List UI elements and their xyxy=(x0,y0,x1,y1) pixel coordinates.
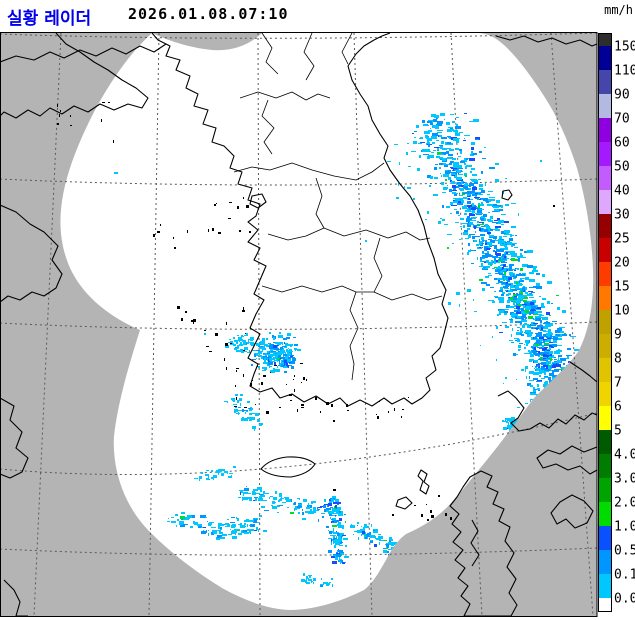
colorbar-segment xyxy=(598,598,612,612)
colorbar-segment xyxy=(598,310,612,334)
colorbar-segment xyxy=(598,286,612,310)
colorbar-tick-label: 110 xyxy=(614,64,635,79)
colorbar-tick-label: 90 xyxy=(614,88,630,103)
colorbar-segment xyxy=(598,166,612,190)
colorbar-segment xyxy=(598,574,612,598)
colorbar-segment xyxy=(598,550,612,574)
colorbar-segment xyxy=(598,142,612,166)
colorbar-tick-label: 6 xyxy=(614,400,622,415)
colorbar-tick-label: 9 xyxy=(614,328,622,343)
colorbar-tick-label: 15 xyxy=(614,280,630,295)
colorbar-tick-label: 150 xyxy=(614,40,635,55)
colorbar-tick-label: 4.0 xyxy=(614,448,635,463)
colorbar-segment xyxy=(598,454,612,478)
colorbar-segment xyxy=(598,238,612,262)
colorbar-tick-label: 20 xyxy=(614,256,630,271)
colorbar-segment xyxy=(598,334,612,358)
observation-timestamp: 2026.01.08.07:10 xyxy=(128,5,289,23)
colorbar-segment xyxy=(598,46,612,70)
colorbar-unit-label: mm/h xyxy=(604,3,633,17)
colorbar-tick-label: 0.0 xyxy=(614,592,635,607)
graticule-grid xyxy=(0,32,598,617)
coastlines xyxy=(0,32,598,617)
colorbar-segment xyxy=(598,94,612,118)
colorbar-segment xyxy=(598,190,612,214)
colorbar-tick-label: 1.0 xyxy=(614,520,635,535)
colorbar-tick-label: 2.0 xyxy=(614,496,635,511)
colorbar-segment xyxy=(598,70,612,94)
admin-borders xyxy=(233,32,443,381)
colorbar-tick-label: 0.1 xyxy=(614,568,635,583)
colorbar-segment xyxy=(598,118,612,142)
colorbar-segment xyxy=(598,406,612,430)
colorbar-tick-label: 3.0 xyxy=(614,472,635,487)
colorbar-segment xyxy=(598,502,612,526)
rainfall-colorbar: 150 110 90 70 60 50 40 30 25 20 15 10 9 8 7 6 5 4.0 3.0 2.0… xyxy=(598,33,635,612)
map-frame xyxy=(0,32,598,617)
colorbar-tick-label: 5 xyxy=(614,424,622,439)
colorbar-segment xyxy=(598,33,612,46)
colorbar-tick-label: 30 xyxy=(614,208,630,223)
colorbar-tick-label: 40 xyxy=(614,184,630,199)
colorbar-tick-label: 10 xyxy=(614,304,630,319)
small-islands xyxy=(57,102,555,521)
colorbar-tick-label: 50 xyxy=(614,160,630,175)
colorbar-tick-label: 60 xyxy=(614,136,630,151)
colorbar-tick-label: 0.5 xyxy=(614,544,635,559)
header: 실황 레이더 2026.01.08.07:10 mm/h xyxy=(0,0,635,32)
radar-map: 150 110 90 70 60 50 40 30 25 20 15 10 9 8 7 6 5 4.0 3.0 2.0… xyxy=(0,32,635,617)
colorbar-tick-label: 8 xyxy=(614,352,622,367)
colorbar-segment xyxy=(598,214,612,238)
page-title: 실황 레이더 xyxy=(7,9,92,29)
colorbar-segment xyxy=(598,526,612,550)
colorbar-segment xyxy=(598,382,612,406)
colorbar-tick-label: 7 xyxy=(614,376,622,391)
colorbar-segment xyxy=(598,262,612,286)
colorbar-segment xyxy=(598,358,612,382)
colorbar-segment xyxy=(598,478,612,502)
colorbar-tick-label: 25 xyxy=(614,232,630,247)
colorbar-segment xyxy=(598,430,612,454)
colorbar-tick-label: 70 xyxy=(614,112,630,127)
